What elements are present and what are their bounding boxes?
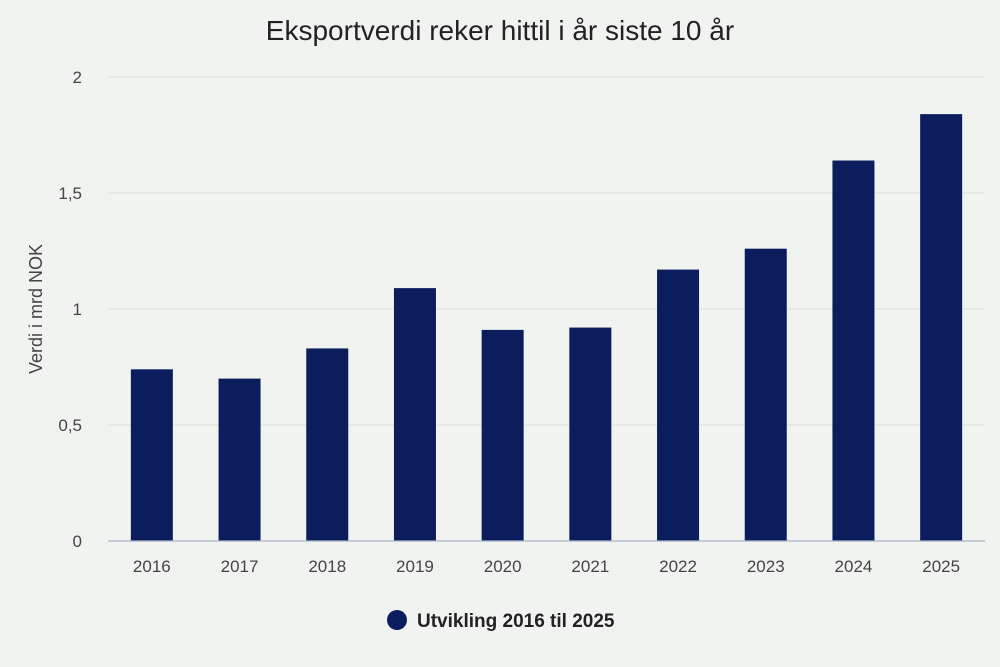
x-tick-label: 2018 — [308, 557, 346, 576]
y-axis-title: Verdi i mrd NOK — [26, 244, 46, 374]
x-tick-label: 2023 — [747, 557, 785, 576]
bars — [130, 114, 963, 542]
x-axis-tick-labels: 2016 2017 2018 2019 2020 2021 2022 2023 2024 2025 — [133, 557, 960, 576]
x-tick-label: 2019 — [396, 557, 434, 576]
x-tick-label: 2021 — [571, 557, 609, 576]
x-tick-label: 2024 — [835, 557, 873, 576]
y-tick-label: 1 — [73, 300, 82, 319]
x-tick-label: 2017 — [221, 557, 259, 576]
x-tick-label: 2020 — [484, 557, 522, 576]
bar-2020[interactable] — [481, 329, 524, 541]
y-tick-label: 0,5 — [58, 416, 82, 435]
y-axis-tick-labels: 0 0,5 1 1,5 2 — [58, 68, 82, 551]
bar-2021[interactable] — [569, 327, 612, 541]
legend-label: Utvikling 2016 til 2025 — [417, 611, 615, 632]
legend[interactable]: Utvikling 2016 til 2025 — [387, 610, 615, 632]
bar-2018[interactable] — [306, 348, 349, 541]
x-tick-label: 2022 — [659, 557, 697, 576]
bar-2017[interactable] — [218, 378, 261, 541]
bar-2019[interactable] — [393, 288, 436, 541]
y-tick-label: 0 — [73, 532, 82, 551]
bar-2016[interactable] — [130, 369, 173, 541]
bar-2022[interactable] — [657, 269, 700, 541]
bar-2024[interactable] — [832, 160, 875, 541]
y-tick-label: 1,5 — [58, 184, 82, 203]
y-tick-label: 2 — [73, 68, 82, 87]
x-tick-label: 2025 — [922, 557, 960, 576]
chart-title: Eksportverdi reker hittil i år siste 10 … — [266, 15, 734, 46]
legend-marker-icon — [387, 610, 407, 630]
x-tick-label: 2016 — [133, 557, 171, 576]
bar-2023[interactable] — [744, 248, 787, 541]
bar-2025[interactable] — [920, 114, 963, 542]
